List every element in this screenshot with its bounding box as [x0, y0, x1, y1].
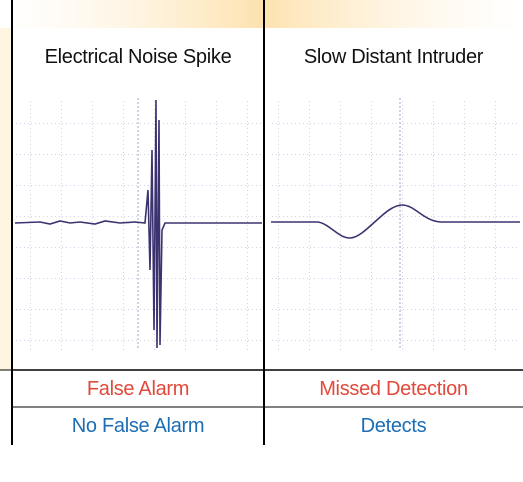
column-header: Electrical Noise Spike	[12, 32, 264, 82]
table-cell: Missed Detection	[264, 371, 523, 407]
table-cell: No False Alarm	[12, 408, 264, 444]
top-band	[0, 0, 523, 28]
left-band	[0, 28, 12, 370]
page: {"table": {"header": ["Electrical Noise …	[0, 0, 523, 482]
table-cell: False Alarm	[12, 371, 264, 407]
column-header: Slow Distant Intruder	[264, 32, 523, 82]
scope-grid	[271, 98, 520, 350]
table-cell: Detects	[264, 408, 523, 444]
